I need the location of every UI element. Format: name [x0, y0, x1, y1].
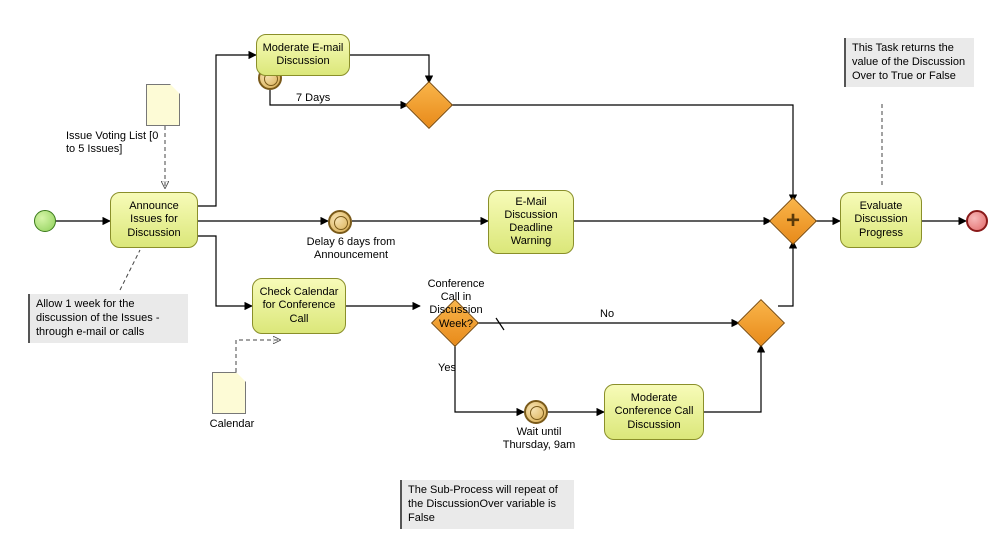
task-email-warning: E-Mail Discussion Deadline Warning	[488, 190, 574, 254]
edge-label: No	[600, 308, 614, 321]
text-annotation: Allow 1 week for the discussion of the I…	[28, 294, 188, 343]
text-annotation: This Task returns the value of the Discu…	[844, 38, 974, 87]
task-evaluate: Evaluate Discussion Progress	[840, 192, 922, 248]
task-moderate-email: Moderate E-mail Discussion	[256, 34, 350, 76]
gateway-exclusive	[737, 299, 785, 347]
timer-icon	[328, 210, 352, 234]
task-label: Check Calendar for Conference Call	[257, 286, 341, 326]
end-event	[966, 210, 988, 232]
data-object-icon	[212, 372, 246, 414]
text-annotation: The Sub-Process will repeat of the Discu…	[400, 480, 574, 529]
task-check-calendar: Check Calendar for Conference Call	[252, 278, 346, 334]
gateway-parallel	[769, 197, 817, 245]
gateway-exclusive	[405, 81, 453, 129]
timer-label: Wait until Thursday, 9am	[496, 426, 582, 452]
gateway-label: Conference Call in Discussion Week?	[418, 278, 494, 331]
timer-icon	[524, 400, 548, 424]
task-moderate-call: Moderate Conference Call Discussion	[604, 384, 704, 440]
task-label: Moderate Conference Call Discussion	[609, 392, 699, 432]
timer-label: Delay 6 days from Announcement	[296, 236, 406, 262]
diagram-canvas: Delay 6 days from Announcement Wait unti…	[0, 0, 1006, 536]
edge-label: Yes	[438, 362, 456, 375]
data-object-icon	[146, 84, 180, 126]
task-label: E-Mail Discussion Deadline Warning	[493, 196, 569, 249]
task-label: Announce Issues for Discussion	[115, 200, 193, 240]
start-event	[34, 210, 56, 232]
data-object-label: Calendar	[202, 418, 262, 431]
edge-label: 7 Days	[296, 92, 330, 105]
data-object-label: Issue Voting List [0 to 5 Issues]	[66, 130, 162, 156]
task-announce: Announce Issues for Discussion	[110, 192, 198, 248]
task-label: Moderate E-mail Discussion	[261, 42, 345, 68]
task-label: Evaluate Discussion Progress	[845, 200, 917, 240]
